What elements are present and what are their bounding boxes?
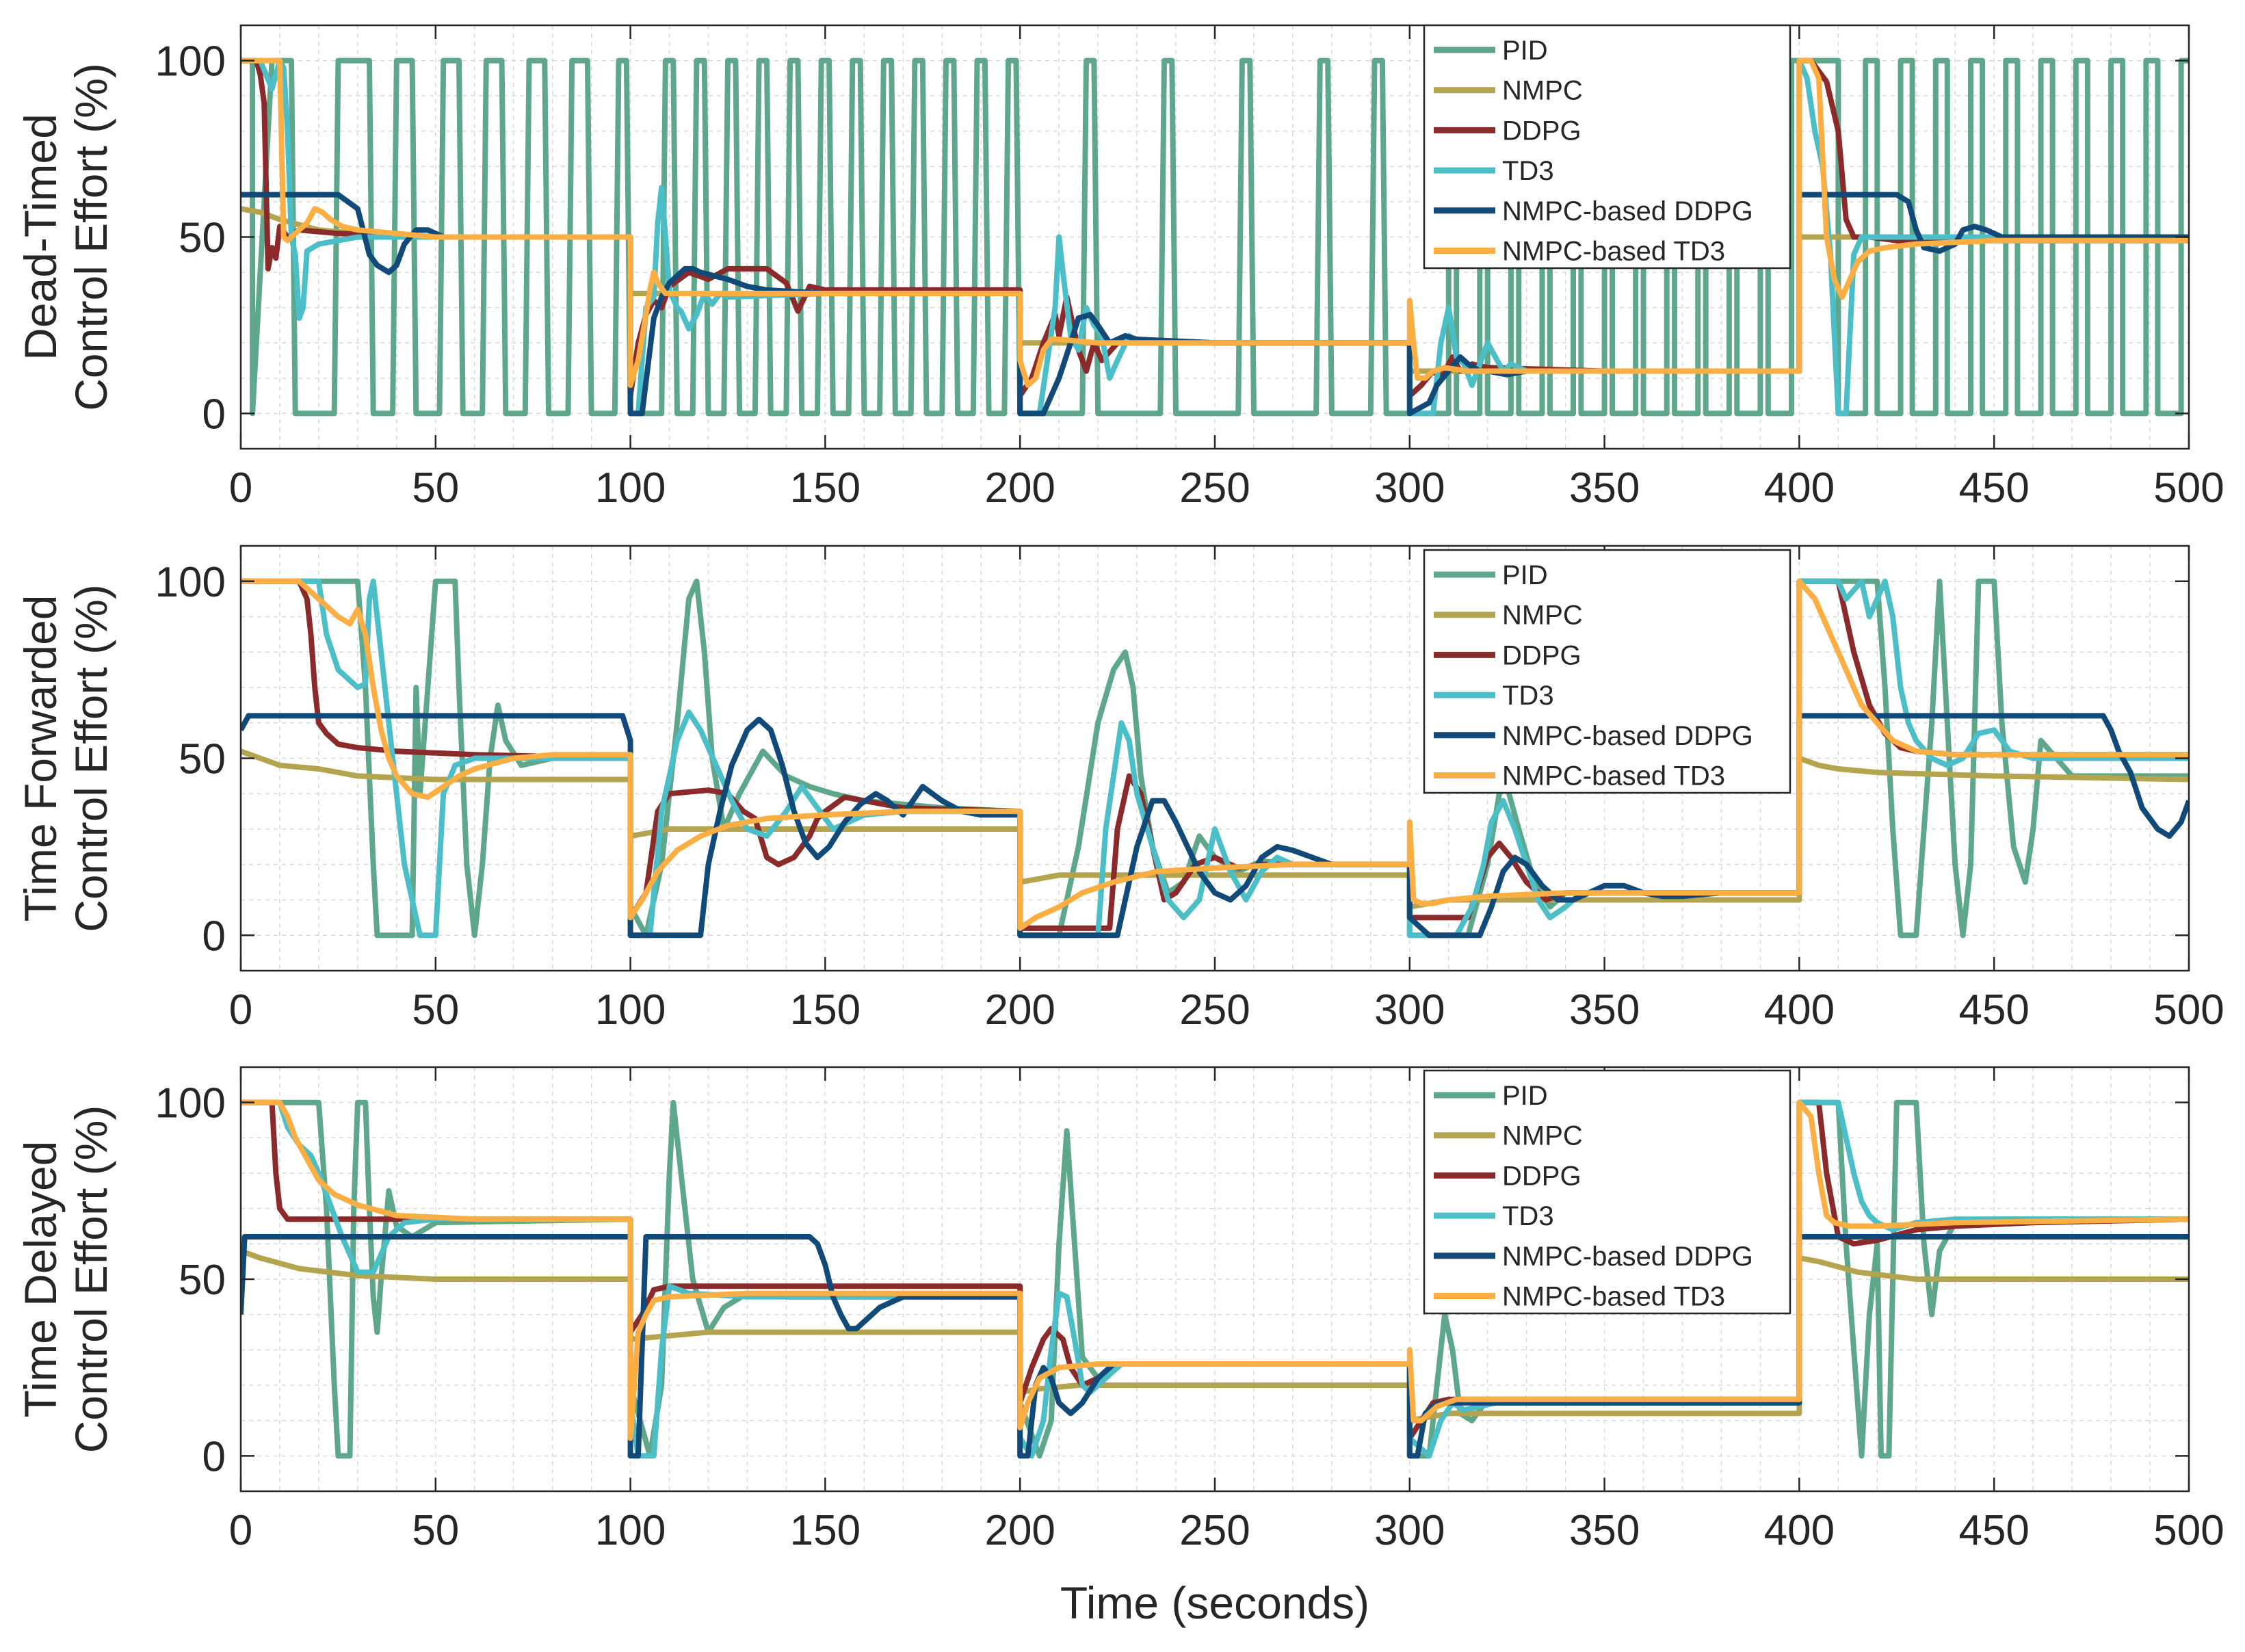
x-tick-label: 50 [412,1507,459,1554]
y-axis-label: Control Effort (%) [66,63,116,411]
y-tick-label: 100 [155,1080,226,1127]
x-tick-label: 500 [2153,464,2224,512]
legend-label-nmpc-based-ddpg: NMPC-based DDPG [1502,1242,1753,1272]
series-line-pid [241,1099,2189,1459]
x-tick-label: 200 [984,1507,1055,1554]
legend-label-ddpg: DDPG [1502,116,1581,146]
x-tick-label: 250 [1179,464,1250,512]
x-tick-label: 150 [790,464,861,512]
legend: PID NMPC DDPG TD3 NMPC-based DDPG NMPC-based … [1423,549,1791,794]
x-tick-label: 450 [1958,464,2029,512]
y-tick-label: 50 [179,736,226,783]
x-tick-label: 50 [412,986,459,1034]
x-tick-label: 500 [2153,1507,2224,1554]
panel-time-forwarded: 0 50 100 150 200 250 300 350 400 450 500 0 50 100 Time… [15,545,2224,1034]
x-tick-label: 100 [595,1507,666,1554]
x-tick-label: 450 [1958,1507,2029,1554]
legend-label-nmpc-based-ddpg: NMPC-based DDPG [1502,721,1753,751]
y-tick-label: 100 [155,38,226,86]
x-tick-label: 350 [1569,1507,1640,1554]
legend-label-ddpg: DDPG [1502,1161,1581,1191]
x-tick-label: 300 [1374,464,1445,512]
x-tick-label: 0 [229,1507,252,1554]
legend-label-nmpc: NMPC [1502,1121,1583,1151]
legend-label-nmpc-based-ddpg: NMPC-based DDPG [1502,196,1753,226]
series-line-nmpc-based-td3 [241,57,2189,389]
series-line-nmpc-based-td3 [241,578,2189,931]
x-tick-label: 500 [2153,986,2224,1034]
x-tick-label: 350 [1569,986,1640,1034]
x-tick-label: 0 [229,464,252,512]
legend-label-pid: PID [1502,560,1548,590]
x-tick-label: 100 [595,464,666,512]
legend: PID NMPC DDPG TD3 NMPC-based DDPG NMPC-based … [1423,1069,1791,1315]
legend-label-nmpc-based-td3: NMPC-based TD3 [1502,1282,1725,1312]
legend-box [1423,24,1791,270]
legend-label-nmpc: NMPC [1502,76,1583,106]
x-tick-label: 300 [1374,986,1445,1034]
legend-label-td3: TD3 [1502,1201,1554,1231]
y-tick-label: 0 [202,1433,226,1480]
x-tick-label: 300 [1374,1507,1445,1554]
series-lines [241,1099,2189,1459]
legend-label-pid: PID [1502,36,1548,66]
series-lines [241,578,2189,939]
x-tick-label: 200 [984,464,1055,512]
series-line-pid [241,57,2189,417]
legend-label-nmpc-based-td3: NMPC-based TD3 [1502,761,1725,791]
x-tick-label: 400 [1764,464,1835,512]
x-tick-label: 50 [412,464,459,512]
y-tick-label: 50 [179,1257,226,1304]
panel-dead-timed: 0 50 100 150 200 250 300 350 400 450 500 0 50 100 Dead… [15,24,2224,512]
x-tick-label: 250 [1179,1507,1250,1554]
x-tick-label: 400 [1764,986,1835,1034]
legend-box [1423,549,1791,794]
x-tick-label: 400 [1764,1507,1835,1554]
legend: PID NMPC DDPG TD3 NMPC-based DDPG NMPC-based … [1423,24,1791,270]
x-tick-label: 100 [595,986,666,1034]
legend-label-pid: PID [1502,1081,1548,1111]
y-tick-label: 50 [179,215,226,262]
legend-label-td3: TD3 [1502,681,1554,711]
series-line-td3 [241,1099,2189,1459]
x-axis-label: Time (seconds) [1060,1577,1369,1628]
y-tick-label: 0 [202,913,226,960]
series-line-td3 [241,578,2189,939]
x-tick-label: 450 [1958,986,2029,1034]
legend-label-nmpc-based-td3: NMPC-based TD3 [1502,237,1725,267]
legend-box [1423,1069,1791,1315]
y-tick-label: 0 [202,391,226,438]
x-tick-label: 150 [790,986,861,1034]
y-axis-label: Dead-Timed [15,114,66,360]
y-axis-label: Time Delayed [15,1141,66,1418]
y-axis-label: Control Effort (%) [66,1105,116,1454]
legend-label-td3: TD3 [1502,156,1554,186]
series-line-nmpc-based-td3 [241,1099,2189,1441]
y-tick-label: 100 [155,559,226,606]
x-tick-label: 350 [1569,464,1640,512]
legend-label-nmpc: NMPC [1502,601,1583,631]
x-tick-label: 200 [984,986,1055,1034]
series-lines [241,57,2189,417]
y-axis-label: Time Forwarded [15,594,66,921]
legend-label-ddpg: DDPG [1502,640,1581,670]
series-line-nmpc [241,1248,2189,1424]
x-tick-label: 250 [1179,986,1250,1034]
panel-time-delayed: 0 50 100 150 200 250 300 350 400 450 500 0 50 100 Time… [15,1066,2224,1628]
x-tick-label: 0 [229,986,252,1034]
x-tick-label: 150 [790,1507,861,1554]
y-axis-label: Control Effort (%) [66,584,116,932]
